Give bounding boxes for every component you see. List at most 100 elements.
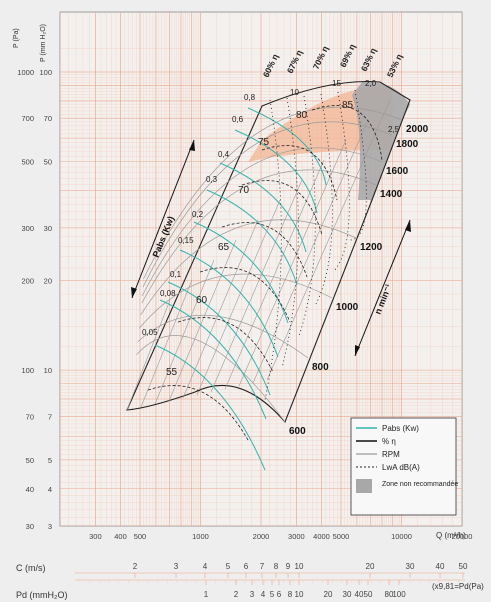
resistance-line [126, 299, 171, 411]
resistance-line [238, 139, 347, 387]
zones [248, 81, 410, 200]
noise-curve [177, 317, 274, 373]
c-tick-label: 5 [226, 562, 231, 571]
rpm-label: 2000 [406, 124, 429, 135]
y-tick-label-pa: 100 [21, 366, 34, 375]
legend-label-zone: Zone non recommandée [382, 481, 458, 488]
rpm-label: 1000 [336, 302, 359, 313]
c-tick-label: 10 [295, 562, 304, 571]
y-tick-label-mm: 20 [44, 276, 52, 285]
y-tick-label-mm: 70 [44, 114, 52, 123]
power-label: 2,5 [388, 125, 400, 134]
non-recommended-zone [352, 81, 410, 200]
pd-tick-label: 2 [234, 590, 239, 599]
resistance-line [140, 279, 193, 408]
rpm-label: 800 [312, 362, 329, 373]
pd-tick-label: 40 [355, 590, 364, 599]
c-tick-label: 30 [406, 562, 415, 571]
y-axis-title-pa: P (Pa) [13, 28, 20, 48]
pabs-curve [247, 107, 327, 186]
noise-label: 75 [258, 137, 270, 148]
y-tick-label-pa: 500 [21, 158, 34, 167]
y-tick-label-mm: 5 [48, 456, 52, 465]
rpm-curve [137, 314, 309, 359]
c-tick-label: 6 [244, 562, 249, 571]
operating-envelope [126, 81, 411, 424]
pd-tick-label: 10 [295, 590, 304, 599]
curves: 600 800 1000 1200 1400 1600 1800 2000 [126, 81, 429, 471]
rpm-curve [142, 121, 393, 288]
y-tick-label-pa: 40 [26, 485, 34, 494]
rpm-curve [136, 335, 286, 423]
y-tick-label-mm: 50 [44, 158, 52, 167]
power-label: 0,08 [160, 289, 176, 298]
resistance-line [224, 159, 325, 390]
power-label: 2,0 [365, 79, 377, 88]
pabs-curve [219, 162, 307, 253]
efficiency-curve [332, 91, 350, 273]
pabs-arrow-line [131, 139, 195, 299]
c-tick-label: 9 [286, 562, 291, 571]
y-tick-label-mm: 10 [44, 366, 52, 375]
rpm-arrow-head-top [405, 220, 411, 232]
y-tick-label-mm: 30 [44, 224, 52, 233]
noise-curve [261, 145, 338, 201]
pabs-arrow-head-bottom [131, 287, 137, 298]
x-tick-label: 1000 [192, 532, 209, 541]
rpm-curve [139, 273, 333, 329]
rpm-arrow-head-bottom [355, 345, 360, 356]
x-tick-label: 10000 [391, 532, 412, 541]
resistance-line [266, 99, 391, 381]
pd-tick-label: 100 [392, 590, 406, 599]
power-label: 0,4 [218, 150, 230, 159]
rpm-curve [141, 147, 383, 296]
legend-label-rpm: RPM [382, 450, 400, 459]
noise-label: 80 [296, 110, 308, 121]
noise-curve [241, 180, 323, 236]
noise-label: 60 [196, 295, 208, 306]
x-tick-label: 2000 [253, 532, 270, 541]
rpm-label: 1600 [386, 166, 409, 177]
c-tick-label: 50 [459, 562, 468, 571]
rpm-label: 600 [289, 426, 306, 437]
pabs-curve [234, 129, 318, 214]
c-tick-label: 4 [203, 562, 208, 571]
pd-tick-label: 5 [270, 590, 275, 599]
power-label: 0,6 [232, 115, 244, 124]
noise-curve [147, 385, 249, 441]
c-tick-label: 40 [436, 562, 445, 571]
pabs-curve [154, 344, 266, 471]
resistance-line [182, 219, 259, 399]
pabs-curve [167, 281, 271, 396]
y-tick-label-pa: 1000 [17, 68, 34, 77]
y-tick-label-mm: 3 [48, 522, 52, 531]
y-tick-label-pa: 300 [21, 224, 34, 233]
power-label: 10 [290, 88, 299, 97]
pabs-arrow-head-top [189, 140, 195, 151]
y-tick-label-pa: 200 [21, 276, 34, 285]
power-label: 0,3 [206, 175, 218, 184]
power-label: 0,05 [142, 328, 158, 337]
y-tick-label-mm: 7 [48, 412, 52, 421]
y-axis-title-mm: P (mm H₂O) [40, 24, 47, 62]
y-tick-label-pa: 700 [21, 114, 34, 123]
legend-label-pabs: Pabs (Kw) [382, 424, 419, 433]
c-tick-label: 8 [274, 562, 279, 571]
legend-label-zone-text: Zone non recommandée [382, 481, 458, 488]
x-tick-label: 500 [134, 532, 147, 541]
efficiency-curve [315, 93, 333, 305]
x-tick-label: 5000 [333, 532, 350, 541]
rpm-label: 1200 [360, 242, 383, 253]
c-tick-label: 7 [260, 562, 265, 571]
resistance-line [252, 119, 369, 384]
y-tick-label-pa: 30 [26, 522, 34, 531]
rpm-curve [143, 106, 403, 279]
noise-label: 55 [166, 367, 178, 378]
power-label: 0,15 [178, 236, 194, 245]
legend-label-noise: LwA dB(A) [382, 463, 420, 472]
y-tick-label-pa: 70 [26, 412, 34, 421]
legend-swatch-zone [356, 479, 372, 493]
y-tick-label-mm: 4 [48, 485, 52, 494]
